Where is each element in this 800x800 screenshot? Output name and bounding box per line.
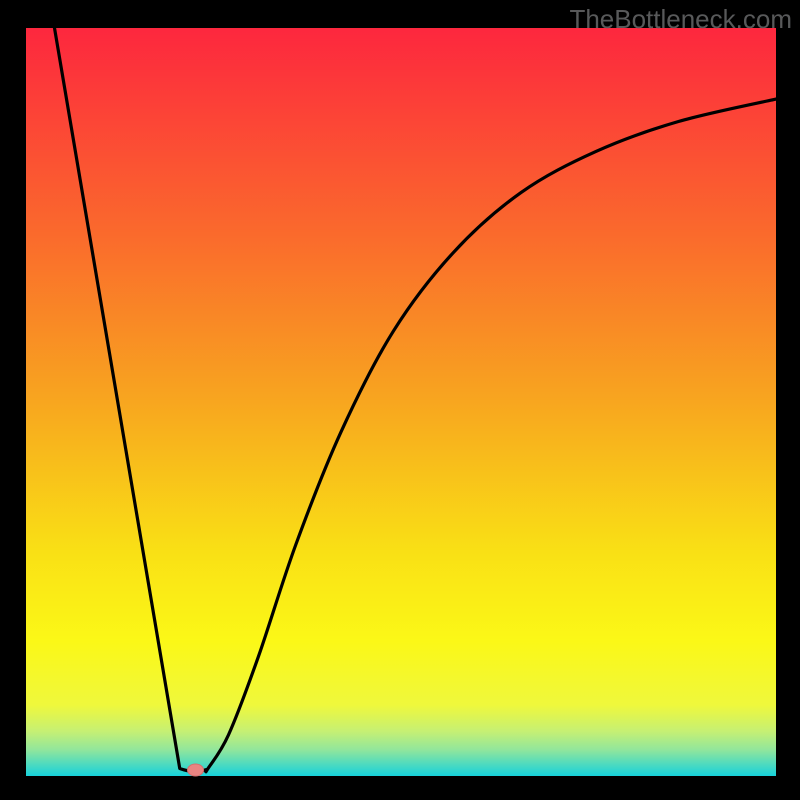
chart-container: TheBottleneck.com (0, 0, 800, 800)
bottleneck-curve (0, 0, 800, 800)
v-curve-path (55, 28, 777, 772)
bottleneck-marker (188, 764, 204, 776)
watermark-text: TheBottleneck.com (569, 4, 792, 35)
